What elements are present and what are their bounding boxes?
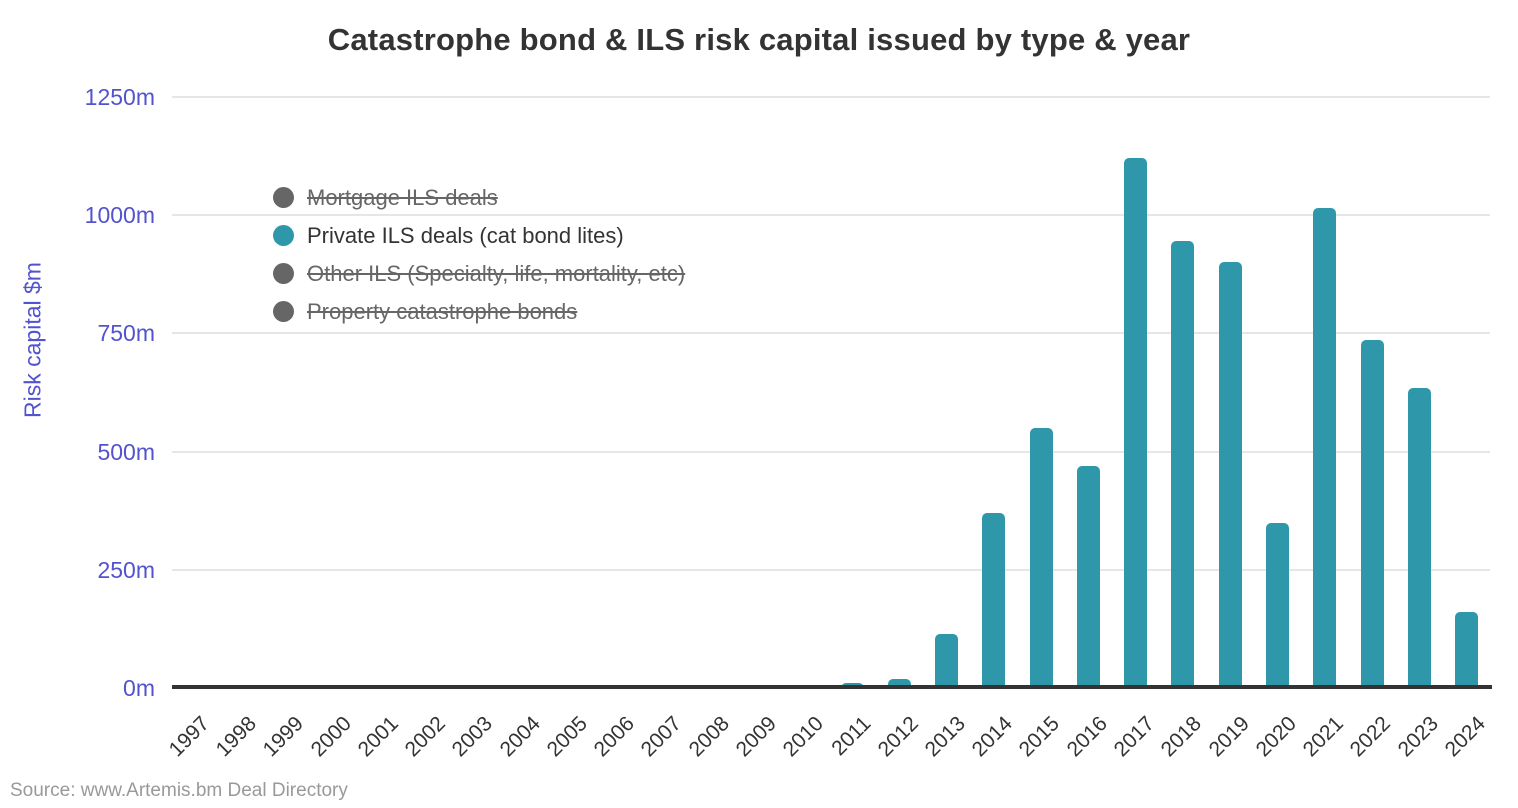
bar-2017 (1124, 158, 1148, 688)
legend-item-label: Mortgage ILS deals (307, 184, 498, 210)
x-axis-label-2016: 2016 (1062, 712, 1112, 762)
legend-item-label: Property catastrophe bonds (307, 298, 578, 324)
x-axis-label-2023: 2023 (1393, 712, 1443, 762)
x-axis-label-1998: 1998 (211, 712, 262, 762)
legend-item-mortgage-ils-deals[interactable]: Mortgage ILS deals (273, 184, 685, 210)
x-axis-label-2015: 2015 (1015, 712, 1065, 762)
x-axis-label-2002: 2002 (400, 712, 451, 762)
bar-2021 (1313, 208, 1337, 688)
bar-2016 (1076, 465, 1100, 688)
x-axis-label-2013: 2013 (920, 712, 970, 762)
x-axis-label-2009: 2009 (731, 712, 781, 762)
y-axis-tick-label: 1250m (84, 84, 155, 110)
bar-2023 (1407, 387, 1431, 688)
x-axis-label-2001: 2001 (353, 712, 403, 762)
x-axis-label-2022: 2022 (1345, 712, 1396, 762)
x-axis-label-2008: 2008 (684, 712, 734, 762)
legend-item-label: Other ILS (Specialty, life, mortality, e… (307, 260, 686, 286)
gridline (172, 332, 1490, 334)
x-axis-label-2014: 2014 (967, 712, 1018, 762)
bar-2014 (982, 513, 1006, 688)
x-axis-label-2003: 2003 (448, 712, 498, 762)
x-axis-label-2011: 2011 (827, 712, 876, 761)
legend: Mortgage ILS deals Private ILS deals (cat… (273, 184, 686, 338)
legend-marker-icon (273, 301, 294, 322)
y-axis-tick-label: 500m (97, 439, 155, 465)
bar-2018 (1171, 241, 1195, 688)
x-axis-label-2024: 2024 (1440, 712, 1490, 762)
bar-2013 (935, 633, 959, 688)
x-axis-label-2018: 2018 (1156, 712, 1207, 762)
bar-2015 (1029, 427, 1053, 688)
y-axis-tick-label: 250m (97, 557, 155, 583)
chart-title: Catastrophe bond & ILS risk capital issu… (327, 22, 1191, 57)
y-axis-tick-label: 1000m (84, 202, 155, 228)
x-axis-label-2010: 2010 (778, 712, 829, 762)
x-axis-label-2012: 2012 (873, 712, 923, 762)
bar-2012 (887, 678, 911, 688)
gridline (172, 96, 1490, 98)
legend-item-private-ils-deals-cat-bond-lites[interactable]: Private ILS deals (cat bond lites) (273, 222, 685, 248)
x-axis-label-1999: 1999 (258, 712, 309, 762)
gridline (172, 569, 1490, 571)
legend-marker-icon (273, 263, 294, 284)
legend-item-label: Private ILS deals (cat bond lites) (307, 222, 624, 248)
y-axis-tick-label: 750m (97, 320, 155, 346)
bar-2019 (1218, 262, 1242, 688)
x-axis-line (172, 685, 1492, 689)
gridline (172, 214, 1490, 216)
bar-2020 (1265, 522, 1289, 688)
legend-marker-icon (273, 225, 294, 246)
y-axis-tick-label: 0m (123, 675, 155, 701)
x-axis-label-2020: 2020 (1251, 712, 1301, 762)
legend-item-other-ils-specialty-life-mortality-etc[interactable]: Other ILS (Specialty, life, mortality, e… (273, 260, 686, 286)
legend-marker-icon (273, 187, 294, 208)
x-axis-label-1997: 1997 (164, 712, 214, 762)
legend-item-property-catastrophe-bonds[interactable]: Property catastrophe bonds (273, 298, 685, 324)
x-axis-label-2006: 2006 (589, 712, 640, 762)
x-axis-label-2005: 2005 (542, 712, 592, 762)
x-axis-label-2021: 2021 (1298, 712, 1349, 762)
bar-2022 (1360, 340, 1384, 688)
x-axis-label-2007: 2007 (637, 712, 687, 762)
x-axis-label-2019: 2019 (1204, 712, 1254, 762)
bar-2024 (1455, 612, 1479, 688)
source-note: Source: www.Artemis.bm Deal Directory (10, 780, 348, 801)
x-axis-label-2017: 2017 (1109, 712, 1159, 762)
x-axis-label-2000: 2000 (306, 712, 356, 762)
gridline (172, 451, 1490, 453)
x-axis-label-2004: 2004 (495, 712, 545, 762)
